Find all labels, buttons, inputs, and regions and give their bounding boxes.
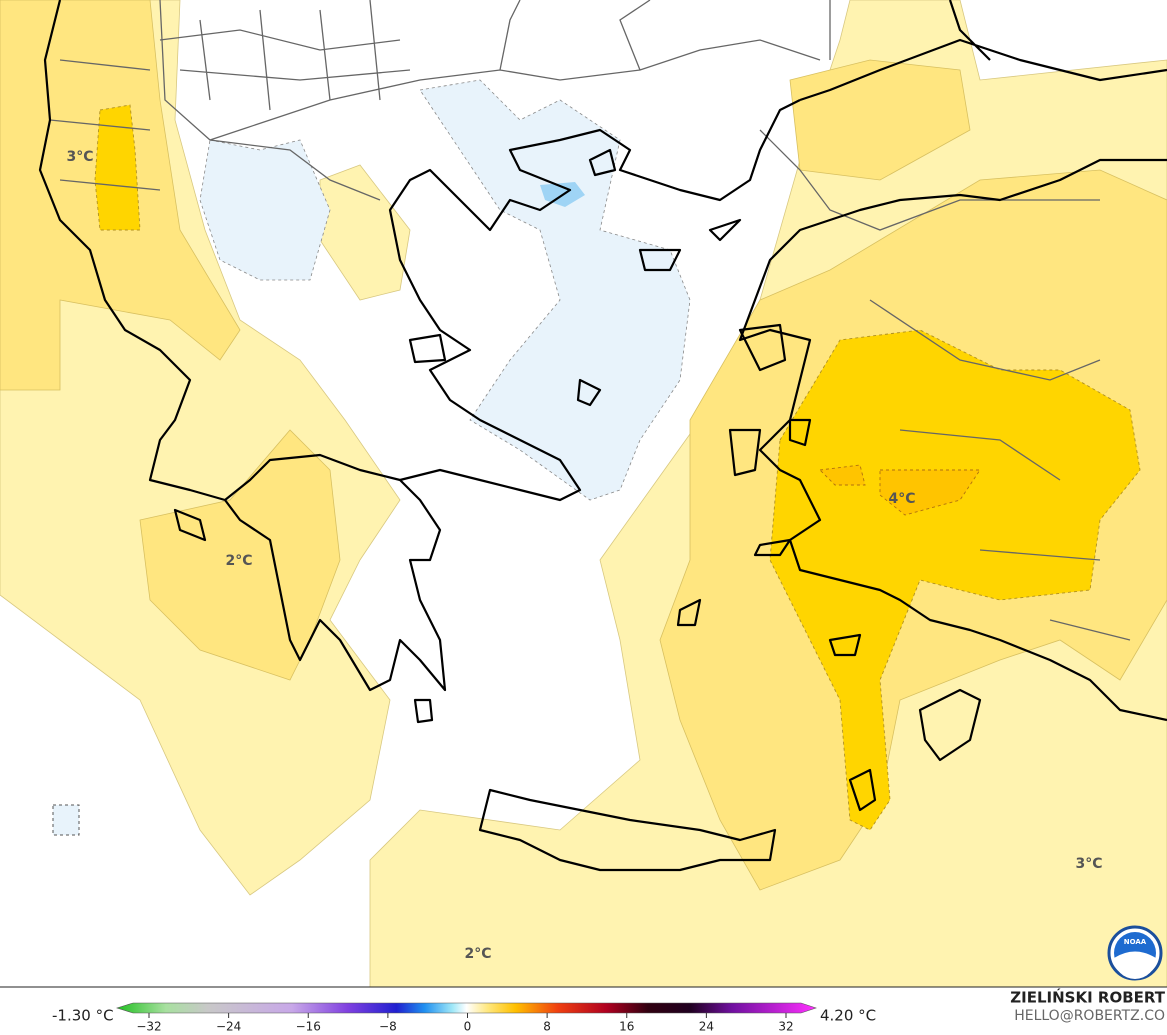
colorbar-min: -1.30 °C — [52, 1007, 114, 1025]
logo: NOAA — [1107, 925, 1163, 981]
anomaly-zone — [819, 464, 866, 486]
colorbar-tick-label: 16 — [619, 1020, 634, 1034]
contour-label: 4°C — [888, 491, 915, 507]
colorbar-max: 4.20 °C — [820, 1007, 876, 1025]
colorbar-tick-label: 24 — [699, 1020, 714, 1034]
logo-wave — [1114, 951, 1156, 979]
contour-label: 3°C — [1075, 856, 1102, 872]
coastline — [738, 158, 1167, 722]
anomaly-zone — [199, 139, 331, 281]
anomaly-zone — [879, 469, 981, 516]
colorbar-tick-label: 8 — [543, 1020, 551, 1034]
author: ZIELIŃSKI ROBERT — [1010, 988, 1165, 1007]
colorbar-tick-label: −8 — [379, 1020, 397, 1034]
colorbar: -1.30 °C 4.20 °C −32 −24 −16 −8 0 8 16 24 32 — [52, 1002, 876, 1034]
border — [49, 0, 411, 191]
contour-label: 2°C — [464, 946, 491, 962]
coastline — [799, 0, 1167, 102]
colorbar-tick-label: −24 — [216, 1020, 241, 1034]
coastline — [173, 148, 982, 812]
contour-label: 2°C — [225, 553, 252, 569]
anomaly-zone — [769, 329, 1141, 831]
logo-text: NOAA — [1124, 938, 1147, 946]
anomaly-zone — [419, 79, 691, 501]
colorbar-tick-label: 32 — [778, 1020, 793, 1034]
colorbar-gradient — [115, 1002, 817, 1014]
coastline — [388, 99, 801, 502]
border — [159, 0, 1131, 641]
coastline — [478, 788, 777, 872]
colorbar-tick-label: −16 — [296, 1020, 321, 1034]
contour-label: 3°C — [66, 149, 93, 165]
colorbar-tick-label: −32 — [136, 1020, 161, 1034]
anomaly-zone — [94, 104, 141, 231]
map: NOAA 3°C 2°C 4°C 3°C 2°C — [0, 0, 1167, 988]
colorbar-tick-label: 0 — [464, 1020, 472, 1034]
anomaly-zone — [52, 804, 80, 836]
anomaly-zone — [139, 429, 341, 681]
contact: HELLO@ROBERTZ.CO — [1014, 1008, 1165, 1024]
